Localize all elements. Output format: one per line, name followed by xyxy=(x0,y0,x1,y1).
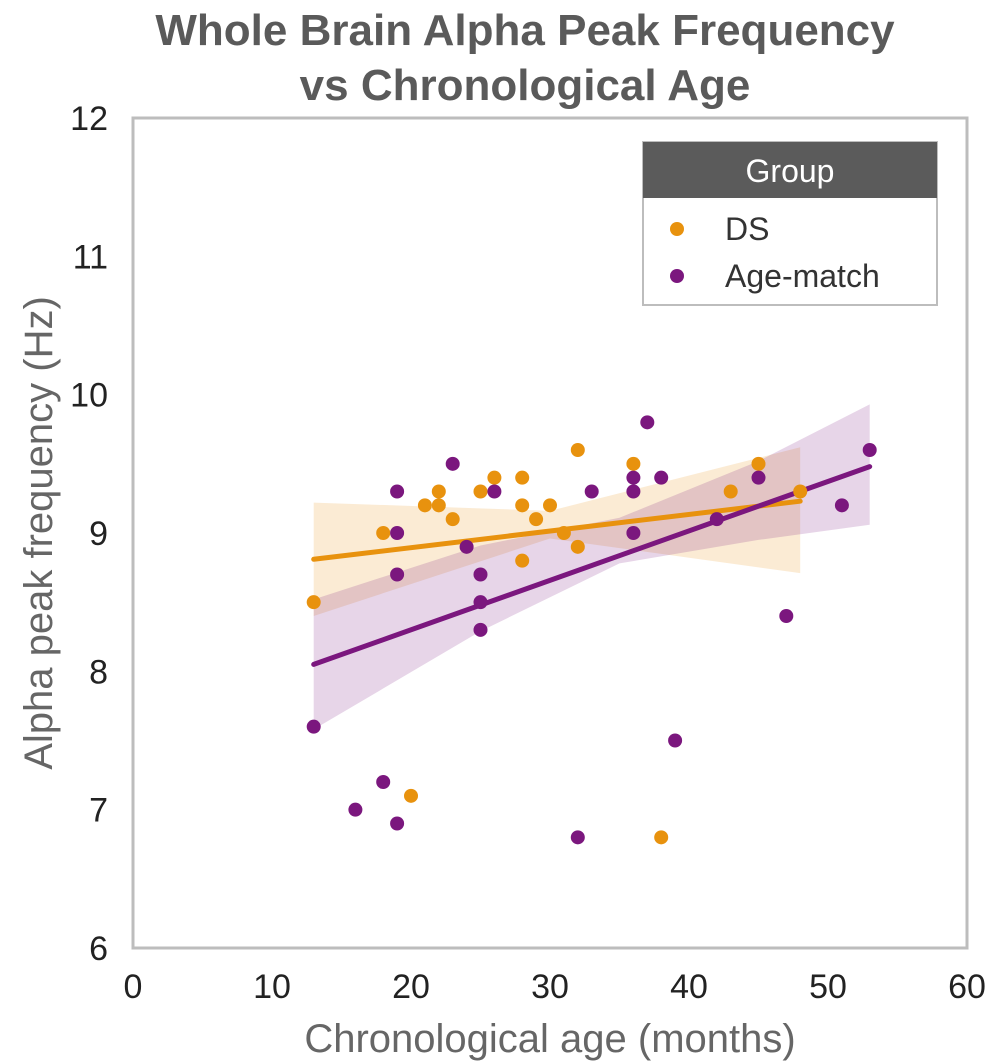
y-tick-label: 12 xyxy=(70,100,108,138)
x-tick-labels: 0 10 20 30 40 50 60 xyxy=(124,968,986,1006)
age-match-point xyxy=(626,470,641,485)
age-match-point xyxy=(487,484,502,499)
ds-point xyxy=(376,526,391,540)
legend: Group DS Age-match xyxy=(642,141,938,306)
legend-label-ds: DS xyxy=(725,211,769,247)
chart-title-line-1: Whole Brain Alpha Peak Frequency xyxy=(155,6,895,55)
chart-title-line-2: vs Chronological Age xyxy=(300,61,751,110)
age-match-point xyxy=(834,498,849,513)
age-match-point xyxy=(570,830,585,845)
x-tick-label: 0 xyxy=(124,968,143,1006)
age-match-point xyxy=(390,567,405,582)
age-match-point xyxy=(626,526,641,540)
x-tick-label: 60 xyxy=(948,968,986,1006)
ds-point xyxy=(723,484,738,499)
age-match-point xyxy=(751,470,766,485)
age-match-point xyxy=(390,526,405,540)
x-tick-label: 20 xyxy=(392,968,430,1006)
y-tick-label: 8 xyxy=(89,653,108,691)
age-match-point xyxy=(640,415,655,430)
ds-point xyxy=(529,512,544,527)
age-match-regression-line xyxy=(311,464,873,667)
age-match-point xyxy=(459,539,474,554)
age-match-point xyxy=(445,456,460,471)
data-points xyxy=(306,415,877,845)
x-axis-label: Chronological age (months) xyxy=(304,1017,795,1061)
y-tick-labels: 6 7 8 9 10 11 12 xyxy=(70,100,108,968)
x-tick-label: 40 xyxy=(670,968,708,1006)
y-tick-label: 7 xyxy=(89,792,108,830)
ds-point xyxy=(487,470,502,485)
y-tick-label: 11 xyxy=(73,238,108,276)
legend-label-age-match: Age-match xyxy=(725,258,880,294)
age-match-point xyxy=(654,470,669,485)
age-match-point xyxy=(584,484,599,499)
ds-point xyxy=(417,498,432,513)
ds-point xyxy=(570,443,585,457)
ds-point xyxy=(431,484,446,499)
ds-point xyxy=(445,512,460,527)
age-match-point xyxy=(473,567,488,582)
age-match-point xyxy=(348,802,363,817)
legend-title: Group xyxy=(746,153,835,189)
x-tick-label: 10 xyxy=(253,968,291,1006)
age-match-point xyxy=(779,609,794,623)
regression-lines xyxy=(311,464,873,667)
age-match-point xyxy=(709,512,724,527)
y-tick-label: 9 xyxy=(89,515,108,553)
x-tick-label: 30 xyxy=(531,968,569,1006)
ds-point xyxy=(654,830,669,845)
ds-point xyxy=(515,498,530,513)
legend-marker-age-match xyxy=(670,269,684,283)
y-tick-label: 10 xyxy=(70,377,108,415)
legend-marker-ds xyxy=(670,222,684,236)
ds-point xyxy=(751,456,766,471)
ds-point xyxy=(556,526,571,540)
ds-point xyxy=(515,470,530,485)
x-tick-label: 50 xyxy=(809,968,847,1006)
age-match-point xyxy=(668,733,683,748)
age-match-point xyxy=(390,484,405,499)
ds-point xyxy=(404,788,418,803)
age-match-point xyxy=(390,816,405,831)
ds-point xyxy=(570,539,585,554)
age-match-point xyxy=(306,719,321,734)
age-match-point xyxy=(626,484,641,499)
age-match-point xyxy=(473,622,488,637)
y-axis-label: Alpha peak frequency (Hz) xyxy=(17,296,61,770)
ds-point xyxy=(515,553,530,568)
age-match-point xyxy=(862,443,877,457)
age-match-point xyxy=(376,775,391,789)
legend-header xyxy=(643,142,937,198)
ds-point xyxy=(543,498,557,513)
ds-point xyxy=(793,484,808,499)
ds-point xyxy=(306,595,321,610)
ds-point xyxy=(473,484,488,499)
y-tick-label: 6 xyxy=(89,930,108,968)
ds-point xyxy=(626,456,641,471)
age-match-point xyxy=(473,595,488,610)
ds-regression-line xyxy=(311,498,803,562)
ds-point xyxy=(431,498,446,513)
